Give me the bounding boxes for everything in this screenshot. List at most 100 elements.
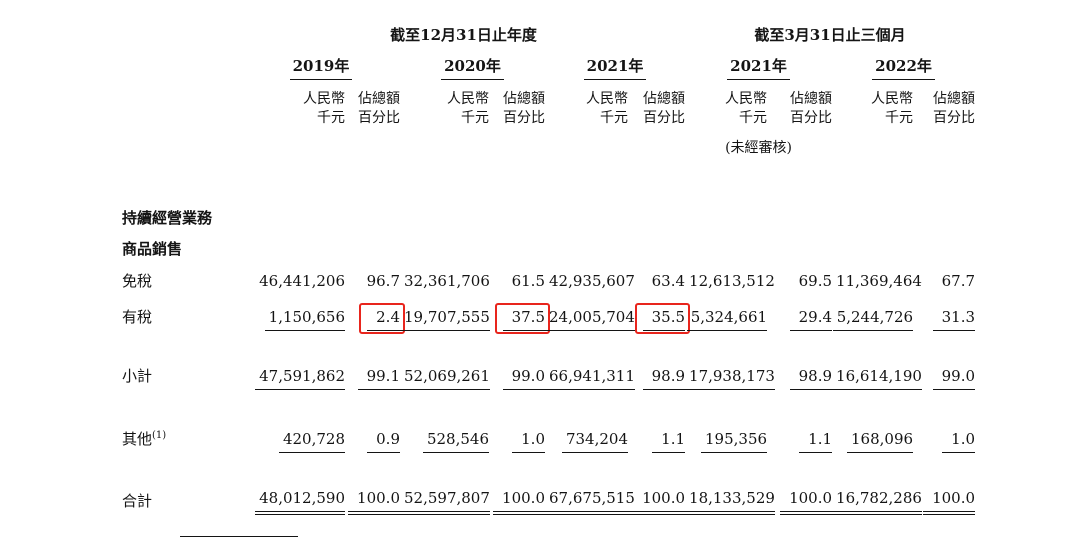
value: 100.0 (348, 489, 400, 515)
amount-column-header: 人民幣 千元 (447, 91, 489, 126)
percentage-cell: 61.5 (489, 263, 545, 295)
value: 29.4 (789, 308, 833, 331)
value: 99.1 (357, 367, 400, 390)
percentage-cell: 2.4 (345, 295, 405, 334)
value: 98.9 (789, 367, 833, 390)
row-label: 有稅 (122, 308, 153, 326)
value: 24,005,704 (545, 308, 635, 331)
percentage-cell: 98.9 (767, 331, 833, 390)
value: 42,935,607 (549, 272, 635, 290)
amount-cell: 12,613,512 (685, 263, 775, 295)
empty-cell (122, 55, 242, 90)
highlighted-value: 37.5 (494, 303, 551, 334)
table-row-taxed: 有稅 1,150,656 2.4 19,707,555 37.5 24,005,704 35… (122, 295, 976, 334)
empty-cell (242, 173, 975, 232)
amount-cell: 5,324,661 (685, 295, 768, 331)
pct-column-header: 佔總額 百分比 (643, 91, 686, 126)
row-label: 商品銷售 (122, 240, 183, 258)
value: 99.0 (502, 367, 545, 390)
table-row-section2: 商品銷售 (122, 232, 975, 263)
table-row-section1: 持續經營業務 (122, 173, 975, 232)
empty-cell (122, 133, 685, 173)
pct-column-header: 佔總額 百分比 (503, 91, 545, 126)
value: 420,728 (278, 430, 345, 453)
value: 69.5 (798, 272, 833, 290)
value: 16,614,190 (832, 367, 922, 390)
value: 0.9 (367, 430, 400, 453)
percentage-cell: 1.1 (628, 390, 686, 453)
percentage-cell: 1.1 (767, 390, 833, 453)
amount-cell: 19,707,555 (400, 295, 490, 331)
quarter-period-header: 截至3月31日止三個月 (754, 26, 906, 44)
year-header-2022q1: 2022年 (872, 55, 935, 80)
percentage-cell: 100.0 (767, 453, 833, 515)
amount-cell: 67,675,515 (545, 453, 635, 515)
footnote-marker: (1) (152, 430, 167, 441)
value: 1.1 (799, 430, 833, 453)
value: 1,150,656 (264, 308, 345, 331)
amount-column-header: 人民幣 千元 (586, 91, 628, 126)
year-header-2021q1: 2021年 (727, 55, 790, 80)
annual-period-header: 截至12月31日止年度 (390, 26, 537, 44)
row-label: 持續經營業務 (122, 209, 213, 227)
unaudited-note: (未經審核) (725, 140, 792, 156)
value: 1.0 (512, 430, 545, 453)
amount-cell: 24,005,704 (545, 295, 635, 331)
row-label: 其他(1) (122, 430, 167, 448)
value: 18,133,529 (685, 489, 775, 515)
amount-column-header: 人民幣 千元 (303, 91, 345, 126)
financial-table: 截至12月31日止年度 截至3月31日止三個月 2019年 2020年 2021… (122, 24, 976, 515)
amount-column-header: 人民幣 千元 (725, 91, 768, 126)
value: 46,441,206 (259, 272, 345, 290)
row-label: 免稅 (122, 272, 153, 290)
amount-cell: 42,935,607 (545, 263, 635, 295)
percentage-cell: 96.7 (345, 263, 400, 295)
pct-column-header: 佔總額 百分比 (790, 91, 833, 126)
highlighted-value: 35.5 (634, 303, 691, 334)
percentage-cell: 0.9 (345, 390, 400, 453)
value: 5,244,726 (832, 308, 914, 331)
row-label: 小計 (122, 367, 153, 385)
percentage-cell: 100.0 (628, 453, 686, 515)
year-header-2020: 2020年 (441, 55, 504, 80)
value: 100.0 (493, 489, 545, 515)
empty-cell (242, 232, 975, 263)
value: 67,675,515 (545, 489, 635, 515)
year-header-2019: 2019年 (289, 55, 353, 80)
value: 1.0 (942, 430, 976, 453)
percentage-cell: 99.0 (489, 331, 545, 390)
value: 168,096 (847, 430, 914, 453)
empty-cell (832, 133, 975, 173)
highlighted-value: 2.4 (359, 303, 405, 334)
value: 52,597,807 (400, 489, 490, 515)
amount-cell: 17,938,173 (685, 331, 775, 390)
empty-cell (122, 24, 242, 55)
percentage-cell: 100.0 (913, 453, 976, 515)
table-row-subtotal: 小計 47,591,862 99.1 52,069,261 99.0 66,941,311… (122, 331, 976, 390)
amount-cell: 32,361,706 (400, 263, 490, 295)
value: 96.7 (366, 272, 400, 290)
value: 17,938,173 (685, 367, 775, 390)
value: 734,204 (561, 430, 628, 453)
table-row-dutyfree: 免稅 46,441,206 96.7 32,361,706 61.5 42,935,607… (122, 263, 975, 295)
value: 195,356 (701, 430, 768, 453)
table-row-others: 其他(1) 420,728 0.9 528,546 1.0 734,204 1.1 195,3… (122, 390, 976, 453)
amount-cell: 18,133,529 (685, 453, 775, 515)
empty-cell (122, 90, 242, 133)
percentage-cell: 1.0 (913, 390, 976, 453)
amount-cell: 5,244,726 (832, 295, 914, 331)
pct-column-header: 佔總額 百分比 (933, 91, 976, 126)
value: 66,941,311 (545, 367, 635, 390)
pct-column-header: 佔總額 百分比 (358, 91, 400, 126)
value: 100.0 (780, 489, 833, 515)
value: 31.3 (932, 308, 976, 331)
partial-underline (180, 536, 298, 537)
amount-cell: 1,150,656 (242, 295, 345, 331)
value: 52,069,261 (400, 367, 490, 390)
percentage-cell: 99.0 (913, 331, 976, 390)
amount-cell: 168,096 (832, 390, 914, 453)
value: 47,591,862 (255, 367, 345, 390)
unaudited-note-row: (未經審核) (122, 133, 975, 173)
amount-cell: 46,441,206 (242, 263, 345, 295)
